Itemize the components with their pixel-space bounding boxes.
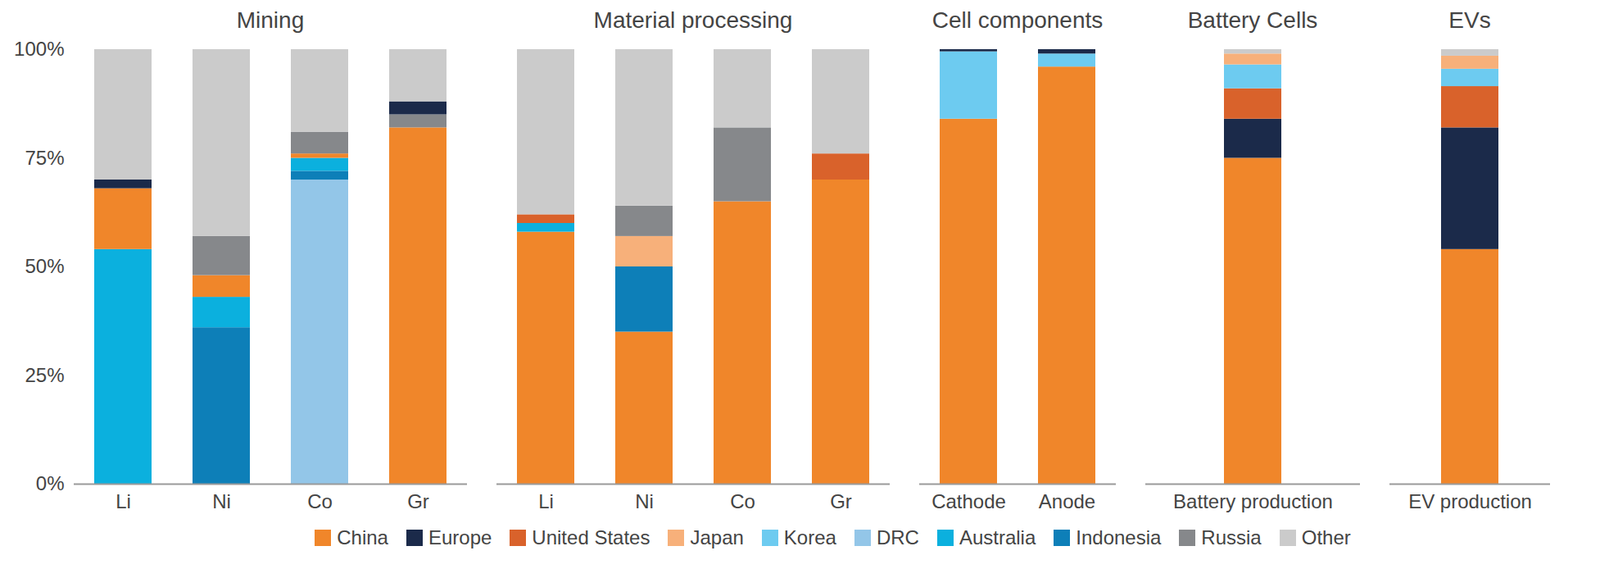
html-text:Europe: Europe xyxy=(428,525,492,549)
html-text:EVs: EVs xyxy=(1448,7,1491,33)
svg-text:Gr: Gr xyxy=(407,489,430,513)
html-text:United States: United States xyxy=(532,525,651,549)
html-text:Cell components: Cell components xyxy=(932,7,1103,33)
html-text:Indonesia: Indonesia xyxy=(1075,525,1162,549)
svg-text:100%: 100% xyxy=(13,37,64,60)
html-text:China: China xyxy=(336,525,389,549)
svg-text:Ni: Ni xyxy=(634,489,654,513)
svg-text:Co: Co xyxy=(307,489,333,513)
html-text:DRC: DRC xyxy=(876,525,920,549)
html-text:Russia: Russia xyxy=(1201,525,1262,549)
svg-text:Gr: Gr xyxy=(829,489,853,513)
html-text:Other: Other xyxy=(1301,525,1351,549)
svg-text:Ni: Ni xyxy=(212,489,232,513)
html-text:Japan: Japan xyxy=(690,525,744,549)
html-text:Korea: Korea xyxy=(783,525,837,549)
svg-text:0%: 0% xyxy=(36,471,65,495)
svg-text:Li: Li xyxy=(115,489,132,513)
svg-text:Co: Co xyxy=(729,489,756,513)
svg-text:75%: 75% xyxy=(24,146,64,169)
svg-text:Anode: Anode xyxy=(1038,489,1096,513)
svg-text:EV production: EV production xyxy=(1408,489,1533,513)
svg-text:Battery production: Battery production xyxy=(1173,489,1333,513)
html-text:Material processing: Material processing xyxy=(593,7,793,33)
svg-text:Cathode: Cathode xyxy=(931,489,1007,513)
svg-text:Li: Li xyxy=(538,489,554,513)
html-text:Mining: Mining xyxy=(236,7,305,33)
svg-text:50%: 50% xyxy=(24,254,64,277)
html-text:Australia: Australia xyxy=(959,525,1036,549)
svg-text:25%: 25% xyxy=(24,363,64,386)
html-text:Battery Cells: Battery Cells xyxy=(1187,7,1318,33)
